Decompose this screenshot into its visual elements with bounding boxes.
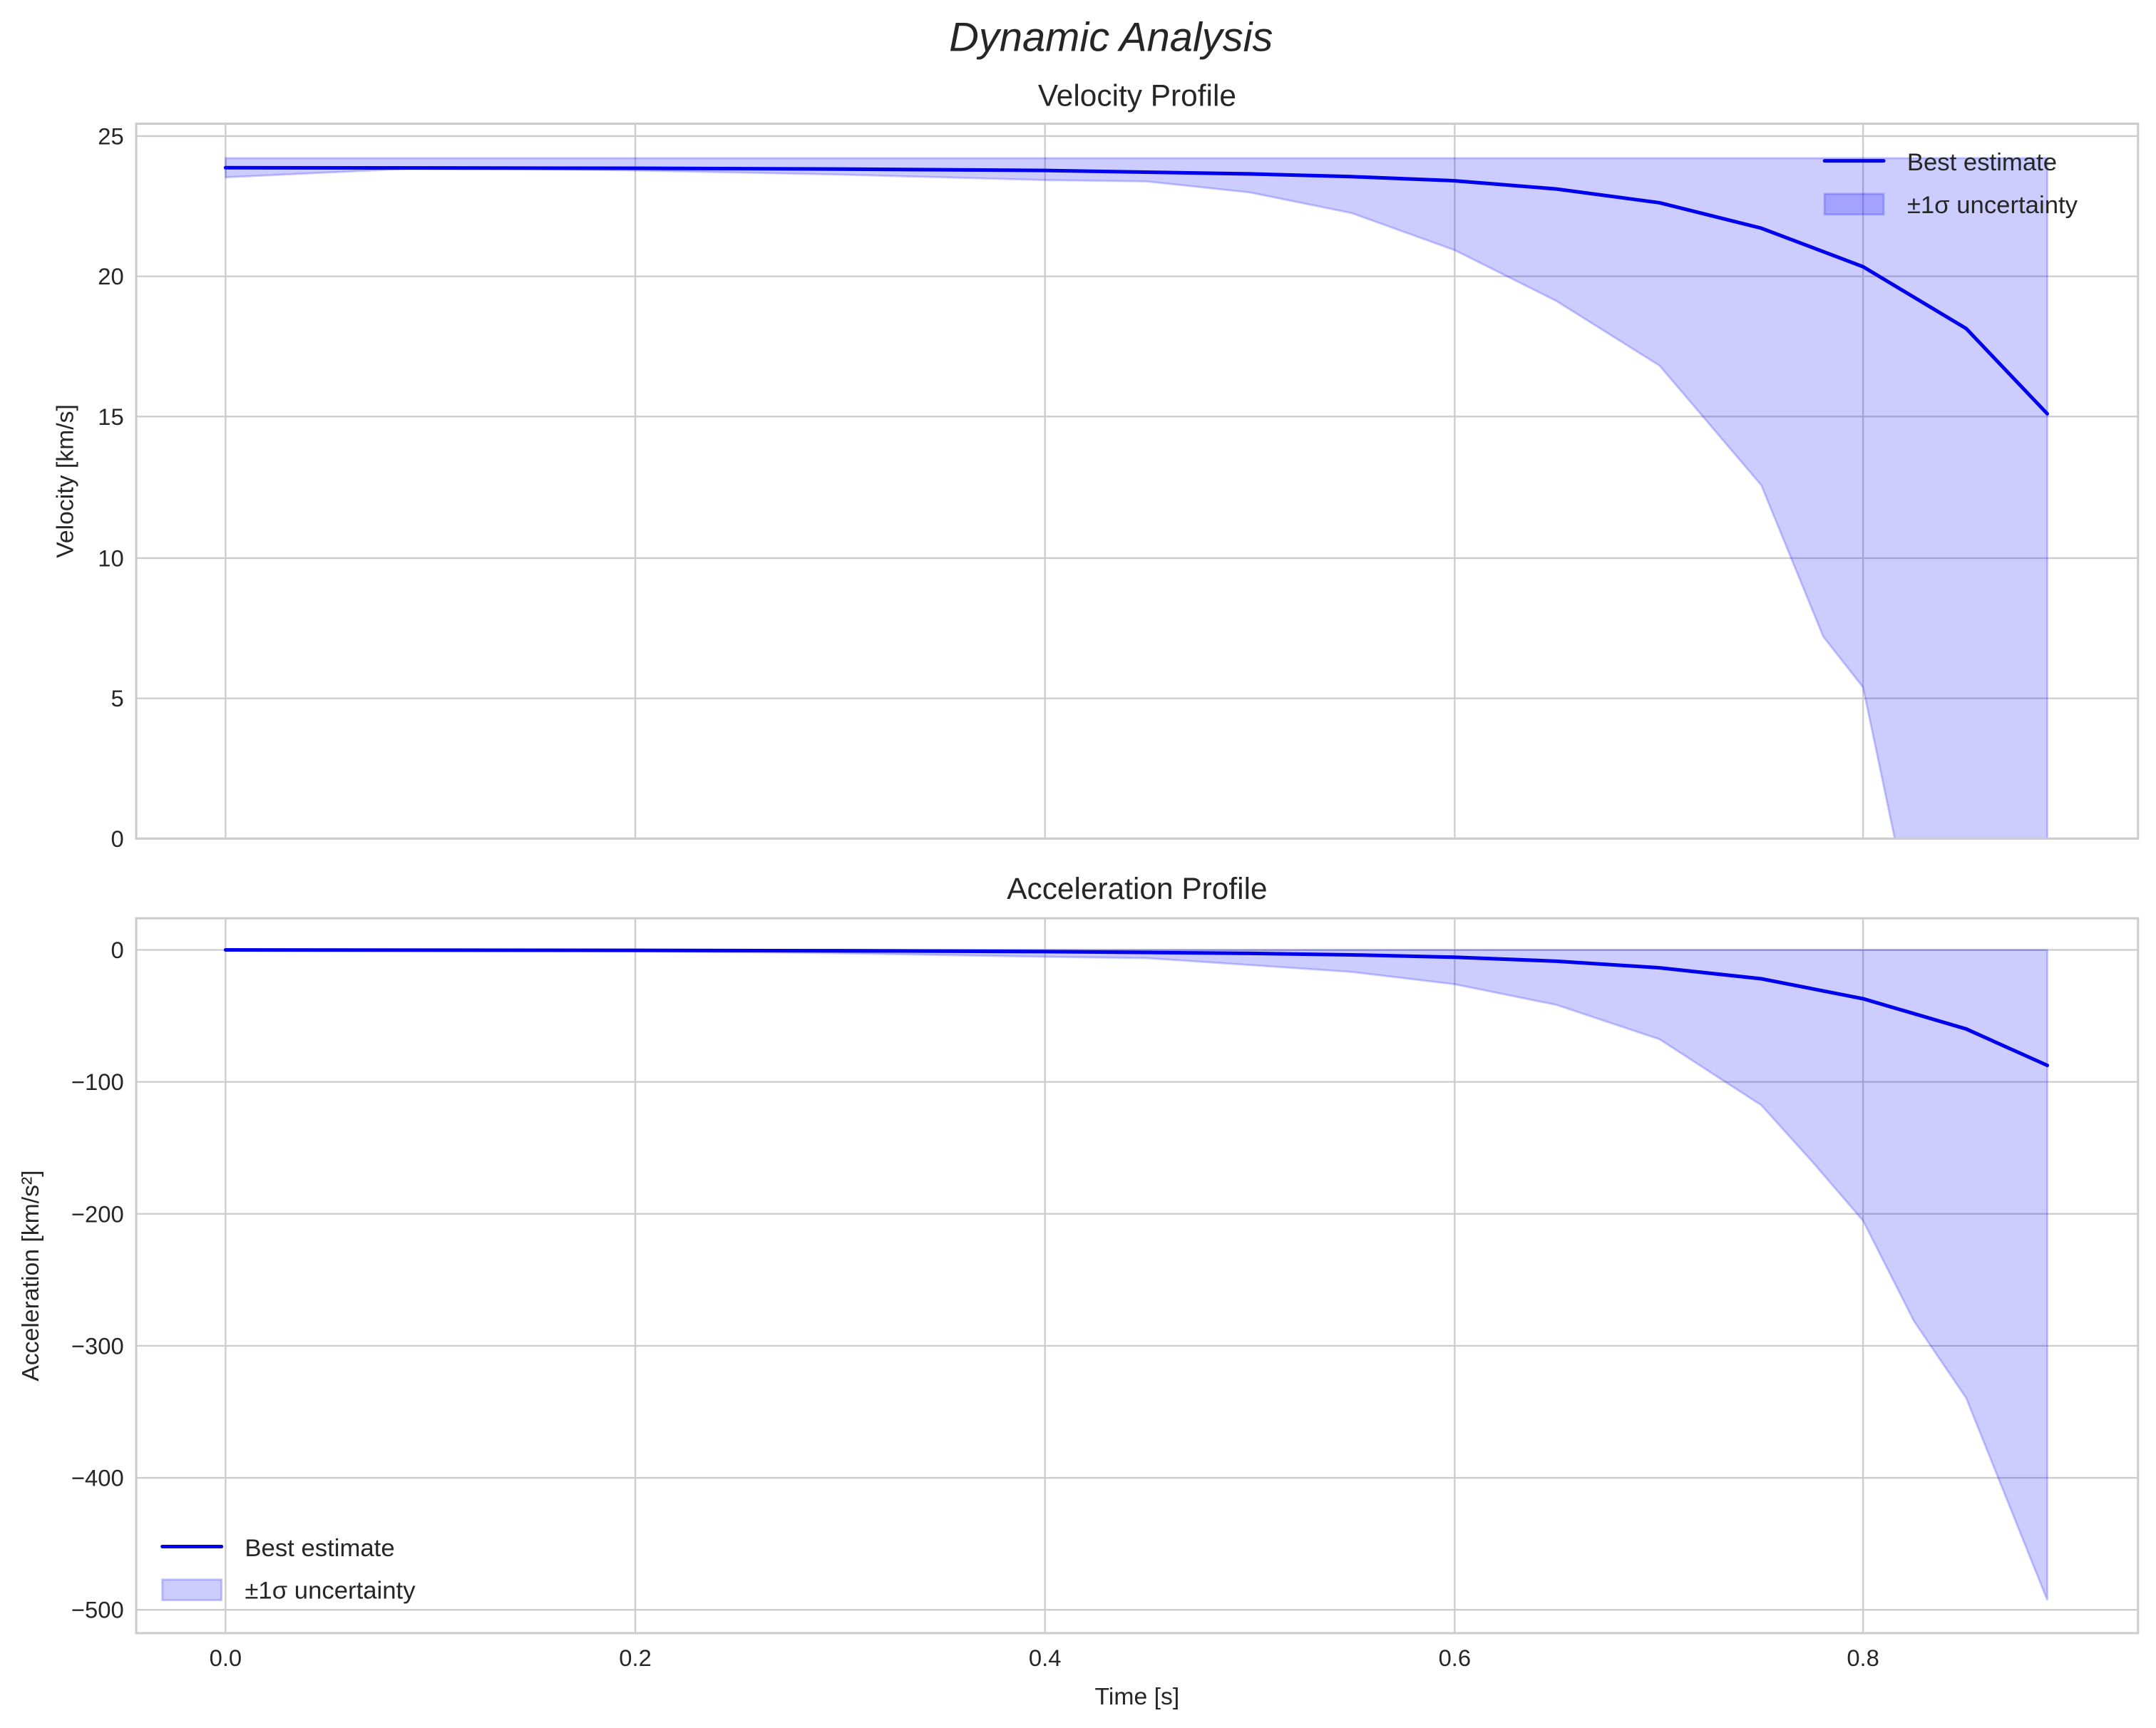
svg-text:−200: −200 bbox=[71, 1200, 124, 1227]
velocity-axes-frame bbox=[135, 123, 2140, 840]
velocity-uncertainty-band bbox=[224, 157, 2048, 839]
x-axis-label: Time [s] bbox=[1095, 1683, 1180, 1710]
velocity-subplot: Velocity Profile 0 5 10 15 20 bbox=[51, 78, 2140, 852]
legend-label-best-estimate: Best estimate bbox=[245, 1535, 394, 1562]
acceleration-uncertainty-band bbox=[225, 949, 2048, 1601]
svg-text:0.6: 0.6 bbox=[1439, 1645, 1472, 1671]
svg-text:0.4: 0.4 bbox=[1029, 1645, 1062, 1671]
svg-text:−100: −100 bbox=[71, 1069, 124, 1095]
acceleration-ylabel: Acceleration [km/s²] bbox=[17, 1170, 44, 1381]
svg-text:−400: −400 bbox=[71, 1465, 124, 1491]
svg-text:0: 0 bbox=[111, 937, 123, 963]
svg-text:0.2: 0.2 bbox=[619, 1645, 652, 1671]
acceleration-axes-frame bbox=[135, 917, 2140, 1635]
acceleration-title: Acceleration Profile bbox=[1007, 872, 1267, 905]
velocity-yticks: 0 5 10 15 20 25 bbox=[98, 123, 123, 851]
svg-text:15: 15 bbox=[98, 403, 123, 430]
legend-label-best-estimate: Best estimate bbox=[1907, 149, 2057, 176]
svg-text:25: 25 bbox=[98, 123, 123, 149]
svg-text:10: 10 bbox=[98, 545, 123, 572]
acceleration-legend: Best estimate ±1σ uncertainty bbox=[160, 1535, 416, 1605]
acceleration-best-estimate-line bbox=[223, 948, 2050, 1068]
velocity-ylabel: Velocity [km/s] bbox=[51, 404, 78, 558]
velocity-title: Velocity Profile bbox=[1038, 78, 1236, 112]
legend-label-uncertainty: ±1σ uncertainty bbox=[1907, 192, 2078, 219]
svg-text:20: 20 bbox=[98, 263, 123, 289]
legend-label-uncertainty: ±1σ uncertainty bbox=[245, 1578, 416, 1605]
svg-text:−300: −300 bbox=[71, 1332, 124, 1359]
svg-text:5: 5 bbox=[111, 685, 123, 711]
velocity-grid bbox=[136, 123, 2138, 839]
velocity-best-estimate-line bbox=[223, 165, 2050, 416]
svg-text:0: 0 bbox=[111, 826, 123, 852]
acceleration-subplot: Acceleration Profile −500 −400 −300 −200… bbox=[17, 872, 2140, 1710]
legend-band-swatch bbox=[161, 1578, 223, 1602]
velocity-legend: Best estimate ±1σ uncertainty bbox=[1822, 149, 2078, 219]
acceleration-xticks: 0.0 0.2 0.4 0.6 0.8 bbox=[210, 1645, 1879, 1671]
legend-band-swatch bbox=[1823, 192, 1885, 216]
svg-text:−500: −500 bbox=[71, 1597, 124, 1623]
svg-text:0.8: 0.8 bbox=[1847, 1645, 1879, 1671]
svg-text:0.0: 0.0 bbox=[210, 1645, 242, 1671]
acceleration-yticks: −500 −400 −300 −200 −100 0 bbox=[71, 937, 124, 1623]
figure-suptitle: Dynamic Analysis bbox=[949, 14, 1273, 60]
